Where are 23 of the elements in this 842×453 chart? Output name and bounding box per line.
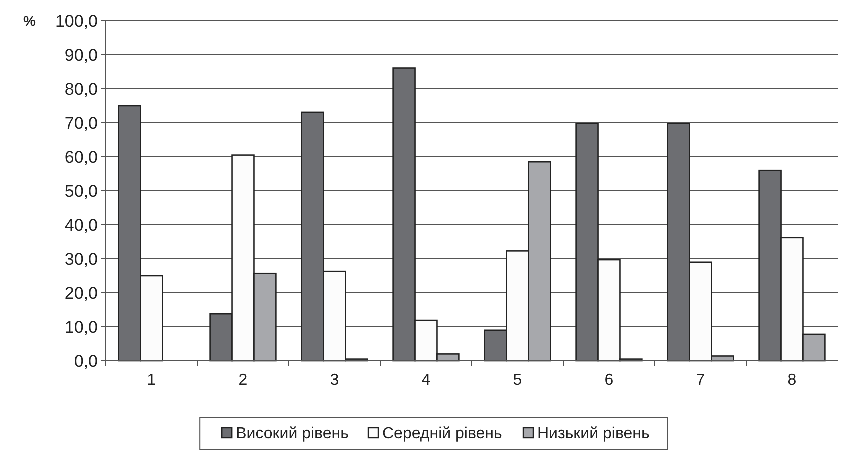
y-tick-label: 80,0 xyxy=(64,80,98,99)
y-tick-label: 0,0 xyxy=(74,352,98,371)
legend-label: Високий рівень xyxy=(236,426,349,443)
y-tick-label: 90,0 xyxy=(64,46,98,65)
x-tick-label: 6 xyxy=(604,372,614,389)
legend-label: Середній рівень xyxy=(382,426,502,443)
x-tick-label: 4 xyxy=(422,372,431,389)
legend-label: Низький рівень xyxy=(538,426,650,443)
y-tick-label: 30,0 xyxy=(64,250,98,269)
y-tick-label: 40,0 xyxy=(64,216,98,235)
y-tick-label: 20,0 xyxy=(64,284,98,303)
y-tick-label: 10,0 xyxy=(64,318,98,337)
x-tick-label: 2 xyxy=(238,372,248,389)
x-tick-label: 5 xyxy=(513,372,522,389)
y-axis-title: % xyxy=(24,12,37,29)
y-tick-label: 50,0 xyxy=(64,182,98,201)
y-tick-label: 60,0 xyxy=(64,148,98,167)
x-tick-label: 3 xyxy=(330,372,340,389)
x-tick-label: 7 xyxy=(696,372,706,389)
y-tick-label: 70,0 xyxy=(64,114,98,133)
y-tick-label: 100,0 xyxy=(55,12,98,31)
x-tick-label: 8 xyxy=(788,372,797,389)
x-tick-label: 1 xyxy=(147,372,156,389)
